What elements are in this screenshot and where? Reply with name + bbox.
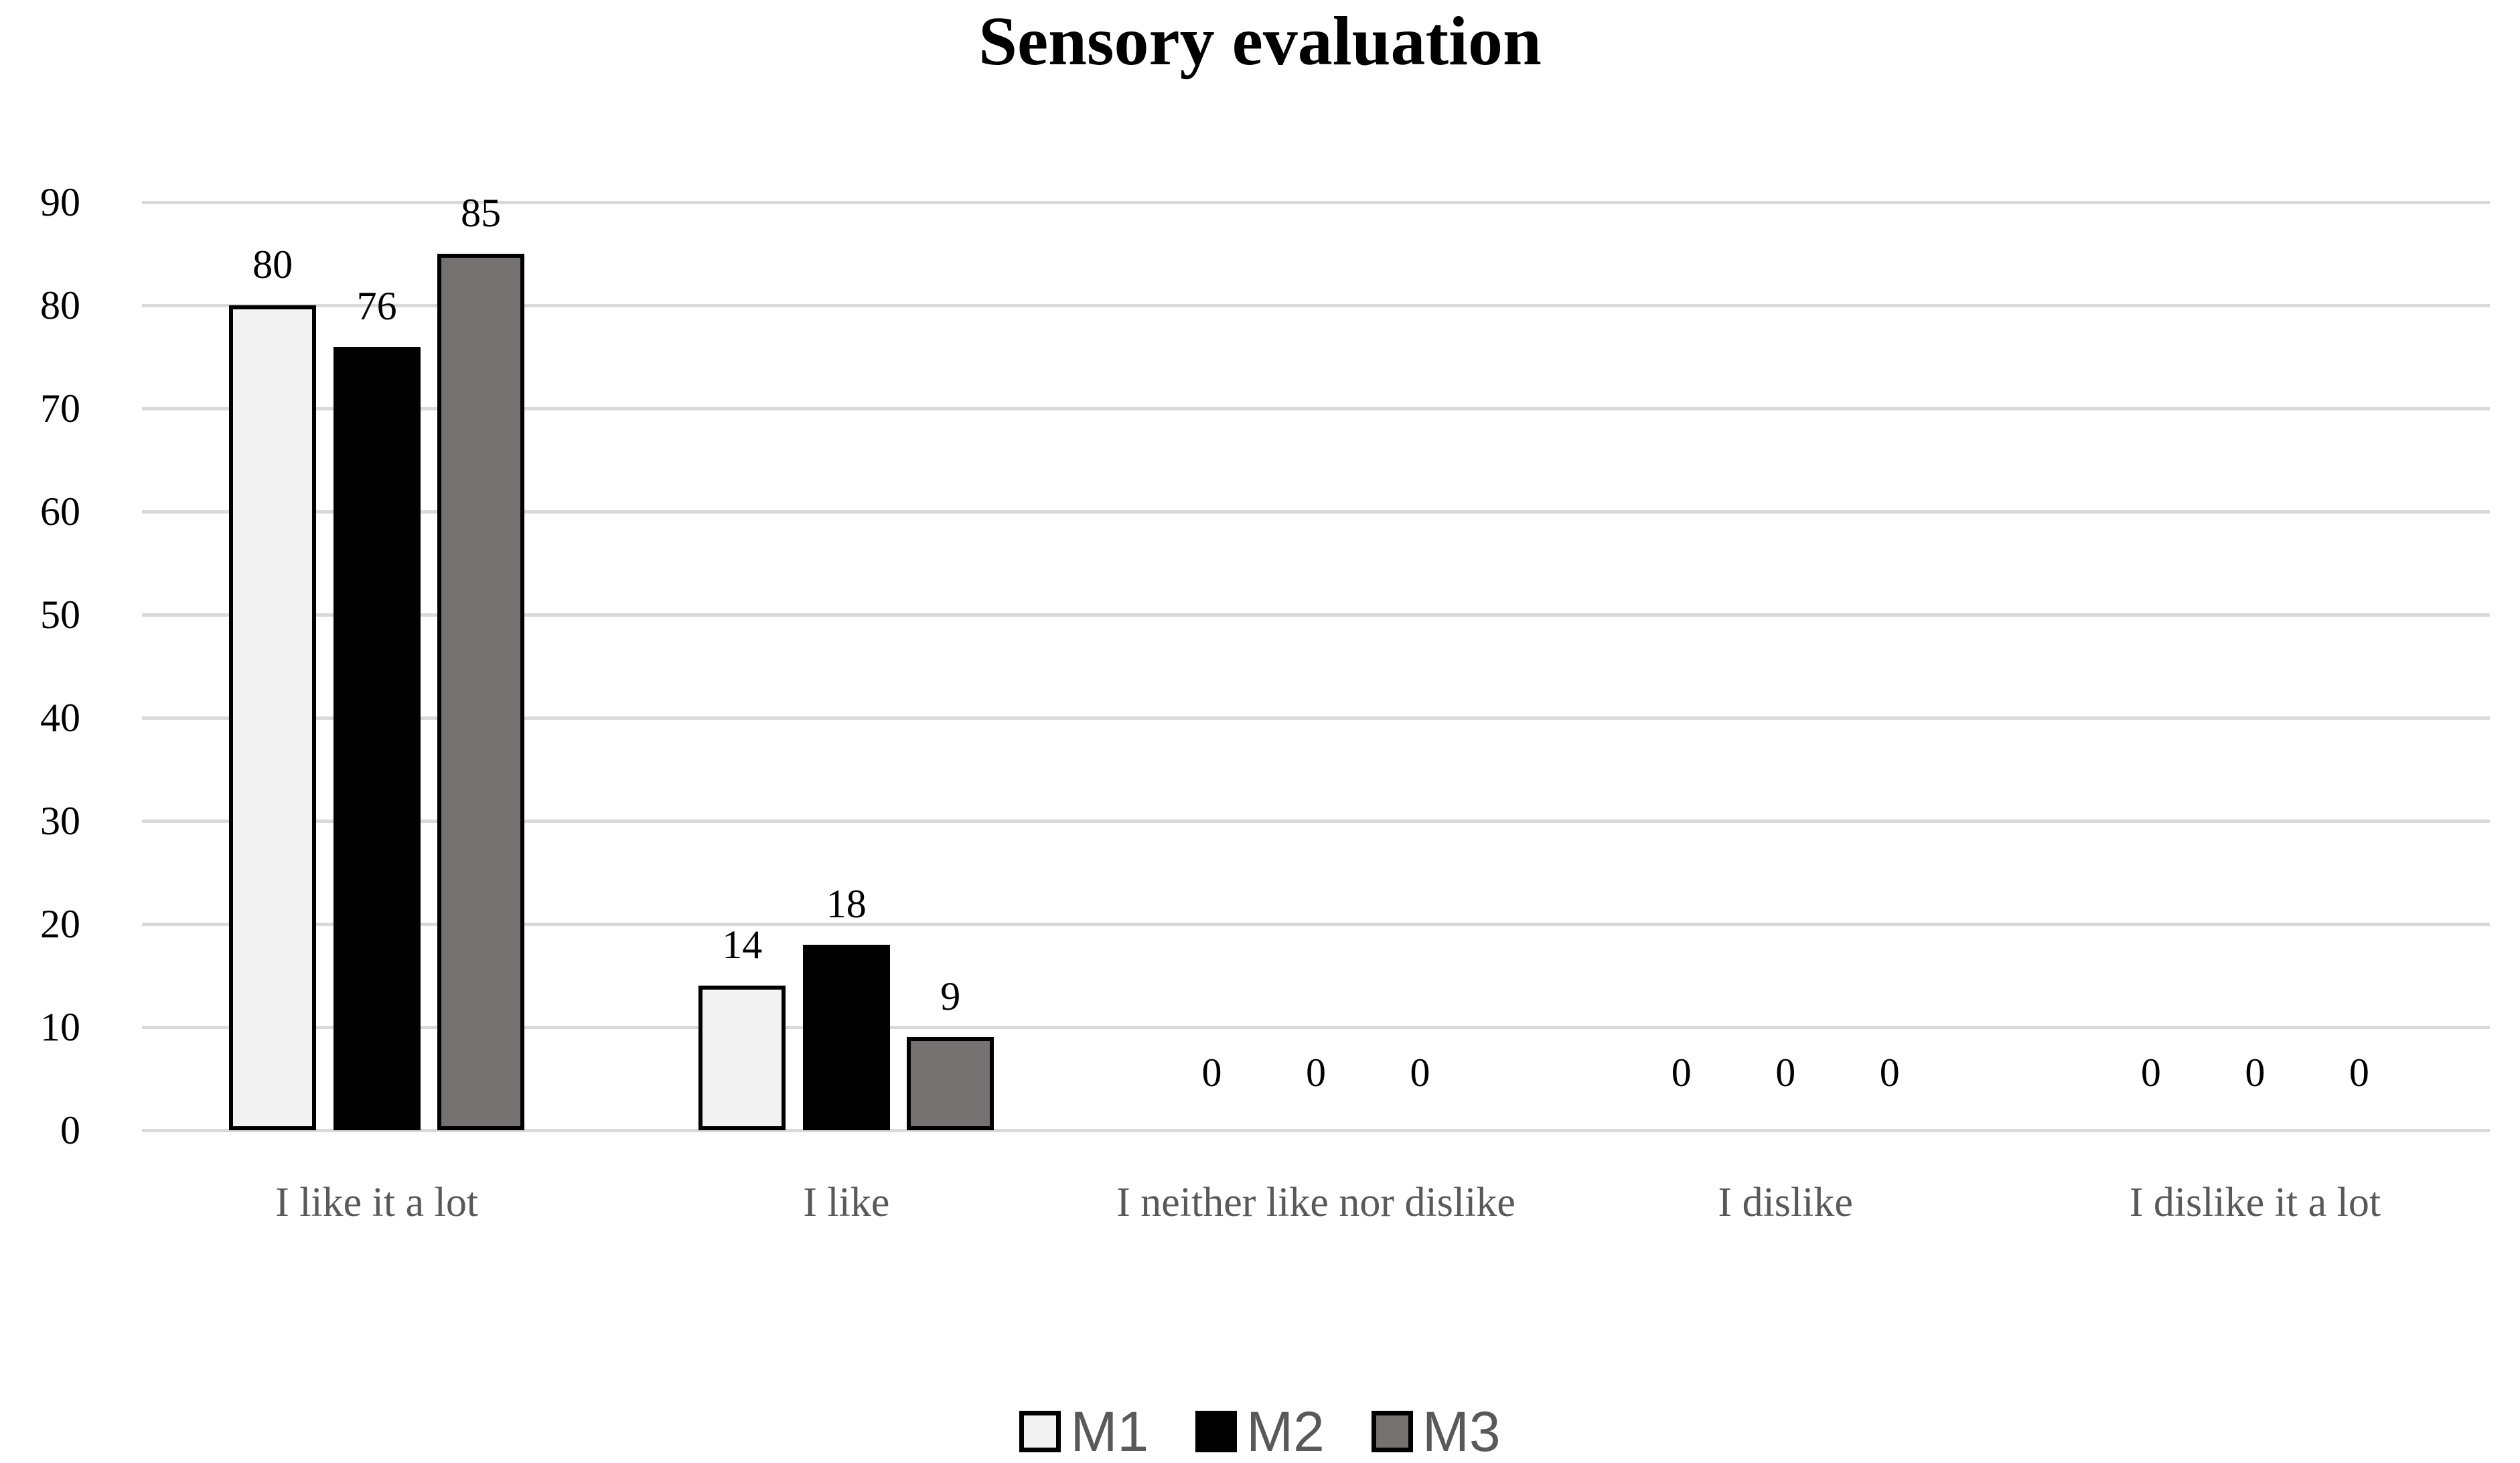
x-axis-category-label: I neither like nor dislike: [1116, 1180, 1515, 1225]
data-label: 18: [826, 881, 867, 926]
gridline: [142, 510, 2490, 514]
y-axis-tick-label: 30: [40, 799, 80, 843]
x-axis-category-label: I like: [803, 1180, 890, 1225]
bar-m3-2: [907, 1037, 994, 1130]
data-label: 0: [1201, 1051, 1222, 1095]
data-label: 9: [940, 974, 961, 1019]
gridline: [142, 922, 2490, 926]
bar-m2-1: [333, 346, 421, 1130]
legend-item-m2: M2: [1195, 1403, 1325, 1460]
y-axis-tick-label: 40: [40, 696, 80, 740]
gridline: [142, 613, 2490, 617]
data-label: 14: [722, 923, 763, 968]
legend-swatch-m3: [1371, 1411, 1413, 1452]
y-axis-tick-label: 90: [40, 180, 80, 224]
legend-item-m1: M1: [1019, 1403, 1148, 1460]
data-label: 85: [461, 191, 502, 235]
data-label: 76: [356, 283, 397, 328]
gridline: [142, 406, 2490, 410]
y-axis-tick-label: 50: [40, 593, 80, 637]
data-label: 0: [1306, 1051, 1326, 1095]
bar-m2-2: [802, 944, 890, 1130]
data-label: 0: [1775, 1051, 1796, 1095]
gridline: [142, 200, 2490, 204]
data-label: 0: [2349, 1051, 2369, 1095]
y-axis-tick-label: 20: [40, 902, 80, 946]
y-axis-tick-label: 70: [40, 386, 80, 431]
legend-item-m3: M3: [1371, 1400, 1501, 1463]
gridline: [142, 819, 2490, 823]
y-axis-tick-label: 60: [40, 489, 80, 534]
x-axis-category-label: I like it a lot: [275, 1180, 479, 1225]
data-label: 0: [1671, 1051, 1692, 1095]
gridline: [142, 303, 2490, 307]
y-axis-tick-label: 0: [60, 1108, 80, 1152]
bar-m1-1: [229, 305, 317, 1130]
y-axis-tick-label: 10: [40, 1005, 80, 1049]
chart-title: Sensory evaluation: [978, 3, 1542, 80]
y-axis-tick-label: 80: [40, 283, 80, 327]
x-axis-category-label: I dislike: [1718, 1180, 1853, 1225]
data-label: 0: [2140, 1051, 2161, 1095]
legend-label: M1: [1070, 1400, 1149, 1463]
data-label: 80: [252, 242, 293, 287]
legend-label: M3: [1422, 1400, 1501, 1463]
gridline: [142, 1025, 2490, 1029]
data-label: 0: [2245, 1051, 2266, 1095]
legend-swatch-m2: [1195, 1411, 1238, 1452]
legend-swatch-m1: [1019, 1411, 1061, 1452]
gridline: [142, 716, 2490, 720]
legend: M1 M2 M3: [0, 1403, 2520, 1460]
legend-label: M2: [1246, 1400, 1325, 1463]
data-label: 0: [1879, 1051, 1900, 1095]
x-axis-category-label: I dislike it a lot: [2129, 1180, 2381, 1225]
bar-m1-2: [698, 986, 786, 1130]
bar-m3-1: [437, 254, 525, 1130]
gridline: [142, 1128, 2490, 1132]
data-label: 0: [1410, 1051, 1430, 1095]
